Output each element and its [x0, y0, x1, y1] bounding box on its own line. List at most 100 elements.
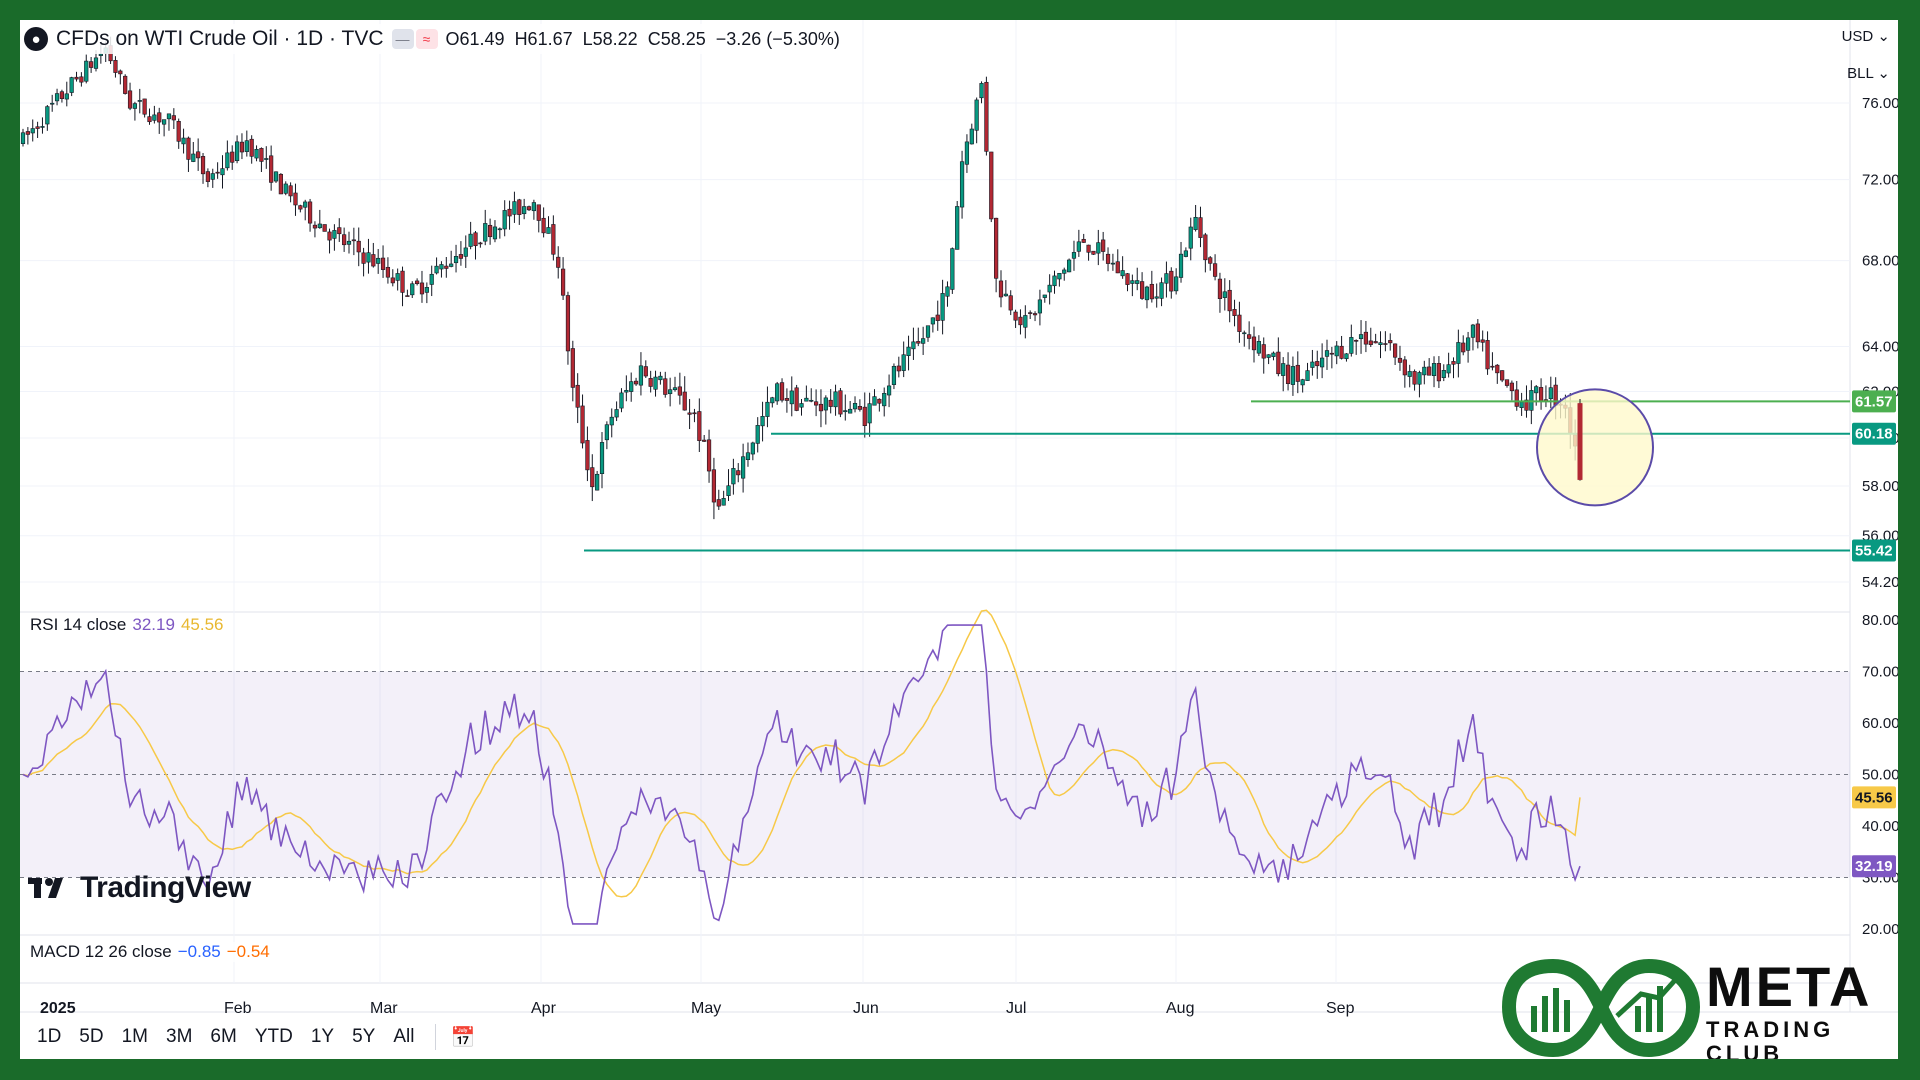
timeframe-button[interactable]: 1M: [121, 1026, 148, 1047]
candle[interactable]: [614, 401, 619, 422]
candle[interactable]: [1237, 301, 1242, 343]
candle[interactable]: [731, 458, 736, 495]
candle[interactable]: [1519, 392, 1524, 416]
candle[interactable]: [303, 199, 308, 221]
candlestick-series[interactable]: [20, 36, 1583, 520]
candle[interactable]: [1534, 385, 1539, 406]
candle[interactable]: [804, 385, 809, 402]
candle[interactable]: [342, 227, 347, 252]
candle[interactable]: [429, 265, 434, 297]
candle[interactable]: [225, 140, 230, 171]
candle[interactable]: [1446, 352, 1451, 378]
candle[interactable]: [916, 327, 921, 347]
candle[interactable]: [380, 245, 386, 278]
candle[interactable]: [1217, 272, 1223, 313]
candle[interactable]: [643, 360, 648, 379]
candle[interactable]: [20, 128, 26, 147]
candle[interactable]: [935, 300, 940, 331]
candle[interactable]: [536, 204, 541, 233]
candle[interactable]: [1393, 343, 1398, 365]
candle[interactable]: [760, 401, 765, 442]
rsi-line[interactable]: [22, 624, 1581, 925]
candle[interactable]: [1509, 380, 1514, 401]
candle[interactable]: [1130, 274, 1135, 297]
candle[interactable]: [668, 377, 673, 407]
candle[interactable]: [945, 281, 950, 307]
candle[interactable]: [1354, 339, 1359, 355]
candle[interactable]: [1037, 289, 1043, 326]
candle[interactable]: [64, 81, 69, 107]
candle[interactable]: [181, 128, 186, 154]
candle[interactable]: [1071, 240, 1077, 271]
candle[interactable]: [599, 432, 605, 489]
candle[interactable]: [1101, 231, 1106, 261]
candle[interactable]: [317, 209, 322, 229]
candle[interactable]: [526, 205, 532, 211]
candle[interactable]: [1315, 350, 1320, 379]
candle[interactable]: [1149, 270, 1154, 303]
candle[interactable]: [872, 389, 877, 406]
candle[interactable]: [653, 370, 658, 397]
candle[interactable]: [400, 266, 405, 307]
candle[interactable]: [989, 151, 994, 223]
candle[interactable]: [799, 399, 804, 416]
candle[interactable]: [1018, 309, 1023, 335]
candle[interactable]: [1091, 250, 1096, 255]
candle[interactable]: [405, 289, 410, 297]
candle[interactable]: [113, 56, 118, 78]
candle[interactable]: [852, 396, 858, 413]
candle[interactable]: [1388, 333, 1393, 351]
candle[interactable]: [1349, 324, 1354, 357]
candle[interactable]: [1431, 356, 1437, 388]
candle[interactable]: [1368, 327, 1373, 347]
macd-legend[interactable]: MACD 12 26 close −0.85 −0.54: [26, 942, 274, 962]
candle[interactable]: [1538, 378, 1544, 410]
candle[interactable]: [838, 387, 843, 418]
candle[interactable]: [950, 247, 955, 294]
candle[interactable]: [1358, 320, 1364, 354]
candle[interactable]: [249, 135, 254, 164]
candle[interactable]: [706, 429, 712, 483]
candle[interactable]: [40, 117, 45, 134]
candle[interactable]: [186, 136, 191, 172]
candle[interactable]: [1198, 206, 1203, 248]
candle[interactable]: [337, 218, 342, 242]
candle[interactable]: [473, 230, 478, 260]
candle[interactable]: [137, 88, 142, 114]
candle[interactable]: [1285, 352, 1291, 391]
candle[interactable]: [191, 141, 196, 163]
calendar-icon[interactable]: 📅: [450, 1026, 476, 1049]
candle[interactable]: [711, 457, 717, 520]
candle[interactable]: [327, 228, 332, 254]
candle[interactable]: [998, 270, 1004, 308]
candle[interactable]: [1120, 256, 1125, 279]
candle[interactable]: [1003, 280, 1008, 297]
candle[interactable]: [439, 261, 444, 278]
candle[interactable]: [453, 244, 459, 273]
candle[interactable]: [1402, 356, 1407, 388]
candle[interactable]: [1470, 323, 1476, 351]
data-delay-icon[interactable]: ≈: [415, 29, 438, 49]
candle[interactable]: [1490, 352, 1495, 371]
candle[interactable]: [244, 130, 249, 157]
candle[interactable]: [964, 134, 970, 173]
candle[interactable]: [1427, 358, 1432, 376]
candle[interactable]: [25, 127, 30, 145]
candle[interactable]: [672, 376, 678, 392]
candle[interactable]: [648, 370, 653, 393]
candle[interactable]: [1232, 299, 1237, 327]
candle[interactable]: [264, 146, 269, 169]
candle[interactable]: [663, 371, 668, 398]
candle[interactable]: [147, 108, 152, 125]
candle[interactable]: [1480, 330, 1485, 352]
candle[interactable]: [1105, 247, 1111, 272]
candle[interactable]: [385, 257, 391, 284]
candle[interactable]: [1514, 380, 1519, 411]
candle[interactable]: [269, 145, 274, 191]
candle[interactable]: [1008, 290, 1013, 316]
candle[interactable]: [1178, 241, 1184, 283]
candle[interactable]: [994, 217, 999, 293]
candle[interactable]: [1154, 283, 1159, 308]
rsi-legend[interactable]: RSI 14 close 32.19 45.56: [26, 615, 228, 635]
candle[interactable]: [254, 145, 259, 162]
